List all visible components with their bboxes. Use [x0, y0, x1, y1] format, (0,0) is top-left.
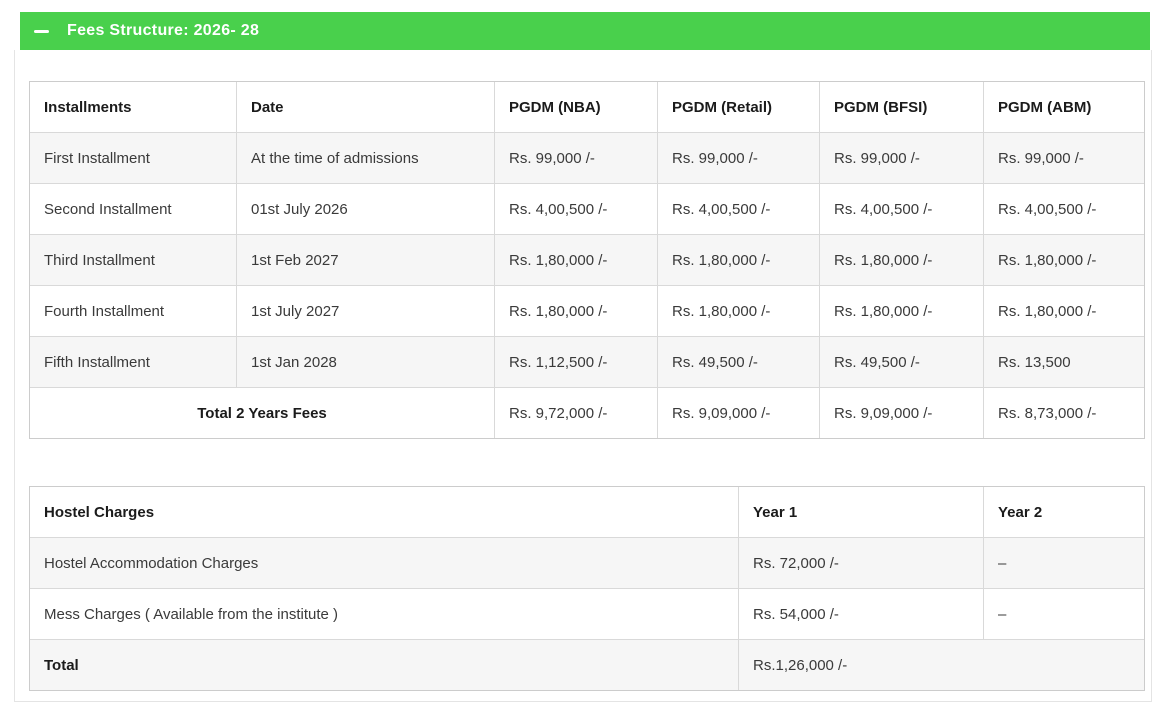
hostel-total-value: Rs.1,26,000 /-	[739, 640, 1145, 691]
column-header-installments: Installments	[30, 82, 237, 133]
column-header-pgdm-nba: PGDM (NBA)	[495, 82, 658, 133]
fees-row-second-installment: Second Installment 01st July 2026 Rs. 4,…	[30, 184, 1145, 235]
fee-pgdm-bfsi: Rs. 99,000 /-	[820, 133, 984, 184]
hostel-charge-label: Mess Charges ( Available from the instit…	[30, 589, 739, 640]
fee-pgdm-abm: Rs. 13,500	[984, 337, 1145, 388]
column-header-hostel-charges: Hostel Charges	[30, 487, 739, 538]
fee-pgdm-bfsi: Rs. 1,80,000 /-	[820, 286, 984, 337]
fee-pgdm-abm: Rs. 99,000 /-	[984, 133, 1145, 184]
hostel-row-accommodation: Hostel Accommodation Charges Rs. 72,000 …	[30, 538, 1145, 589]
column-header-date: Date	[237, 82, 495, 133]
fee-pgdm-nba: Rs. 1,80,000 /-	[495, 286, 658, 337]
hostel-total-row: Total Rs.1,26,000 /-	[30, 640, 1145, 691]
fees-structure-accordion-header[interactable]: Fees Structure: 2026- 28	[20, 12, 1150, 50]
total-fees-label: Total 2 Years Fees	[30, 388, 495, 439]
fees-row-fifth-installment: Fifth Installment 1st Jan 2028 Rs. 1,12,…	[30, 337, 1145, 388]
fee-pgdm-nba: Rs. 4,00,500 /-	[495, 184, 658, 235]
fee-pgdm-retail: Rs. 49,500 /-	[658, 337, 820, 388]
column-header-pgdm-retail: PGDM (Retail)	[658, 82, 820, 133]
fees-row-fourth-installment: Fourth Installment 1st July 2027 Rs. 1,8…	[30, 286, 1145, 337]
column-header-year-1: Year 1	[739, 487, 984, 538]
fee-pgdm-abm: Rs. 1,80,000 /-	[984, 286, 1145, 337]
fee-pgdm-retail: Rs. 99,000 /-	[658, 133, 820, 184]
fee-pgdm-nba: Rs. 1,12,500 /-	[495, 337, 658, 388]
total-fee-pgdm-abm: Rs. 8,73,000 /-	[984, 388, 1145, 439]
installment-date: 01st July 2026	[237, 184, 495, 235]
installment-name: Fifth Installment	[30, 337, 237, 388]
column-header-pgdm-bfsi: PGDM (BFSI)	[820, 82, 984, 133]
fee-pgdm-retail: Rs. 1,80,000 /-	[658, 235, 820, 286]
hostel-charge-year-1: Rs. 54,000 /-	[739, 589, 984, 640]
hostel-charge-year-1: Rs. 72,000 /-	[739, 538, 984, 589]
fee-pgdm-bfsi: Rs. 49,500 /-	[820, 337, 984, 388]
installment-date: At the time of admissions	[237, 133, 495, 184]
fee-pgdm-retail: Rs. 1,80,000 /-	[658, 286, 820, 337]
total-fee-pgdm-nba: Rs. 9,72,000 /-	[495, 388, 658, 439]
hostel-row-mess-charges: Mess Charges ( Available from the instit…	[30, 589, 1145, 640]
hostel-charge-label: Hostel Accommodation Charges	[30, 538, 739, 589]
total-fee-pgdm-bfsi: Rs. 9,09,000 /-	[820, 388, 984, 439]
hostel-charge-year-2: –	[984, 538, 1145, 589]
fees-total-row: Total 2 Years Fees Rs. 9,72,000 /- Rs. 9…	[30, 388, 1145, 439]
hostel-header-row: Hostel Charges Year 1 Year 2	[30, 487, 1145, 538]
fee-pgdm-bfsi: Rs. 4,00,500 /-	[820, 184, 984, 235]
hostel-total-label: Total	[30, 640, 739, 691]
fee-pgdm-abm: Rs. 4,00,500 /-	[984, 184, 1145, 235]
fee-pgdm-bfsi: Rs. 1,80,000 /-	[820, 235, 984, 286]
fee-pgdm-nba: Rs. 99,000 /-	[495, 133, 658, 184]
installment-name: Fourth Installment	[30, 286, 237, 337]
fee-pgdm-retail: Rs. 4,00,500 /-	[658, 184, 820, 235]
installment-name: First Installment	[30, 133, 237, 184]
column-header-year-2: Year 2	[984, 487, 1145, 538]
fee-pgdm-abm: Rs. 1,80,000 /-	[984, 235, 1145, 286]
fees-row-third-installment: Third Installment 1st Feb 2027 Rs. 1,80,…	[30, 235, 1145, 286]
fees-header-row: Installments Date PGDM (NBA) PGDM (Retai…	[30, 82, 1145, 133]
hostel-charge-year-2: –	[984, 589, 1145, 640]
installment-date: 1st Jan 2028	[237, 337, 495, 388]
installment-date: 1st Feb 2027	[237, 235, 495, 286]
fee-pgdm-nba: Rs. 1,80,000 /-	[495, 235, 658, 286]
accordion-panel-body: Installments Date PGDM (NBA) PGDM (Retai…	[14, 50, 1152, 702]
fees-table: Installments Date PGDM (NBA) PGDM (Retai…	[29, 81, 1145, 439]
accordion-title: Fees Structure: 2026- 28	[67, 22, 259, 40]
column-header-pgdm-abm: PGDM (ABM)	[984, 82, 1145, 133]
installment-name: Third Installment	[30, 235, 237, 286]
installment-name: Second Installment	[30, 184, 237, 235]
installment-date: 1st July 2027	[237, 286, 495, 337]
collapse-minus-icon[interactable]	[34, 30, 49, 33]
hostel-charges-table: Hostel Charges Year 1 Year 2 Hostel Acco…	[29, 486, 1145, 691]
total-fee-pgdm-retail: Rs. 9,09,000 /-	[658, 388, 820, 439]
fees-row-first-installment: First Installment At the time of admissi…	[30, 133, 1145, 184]
